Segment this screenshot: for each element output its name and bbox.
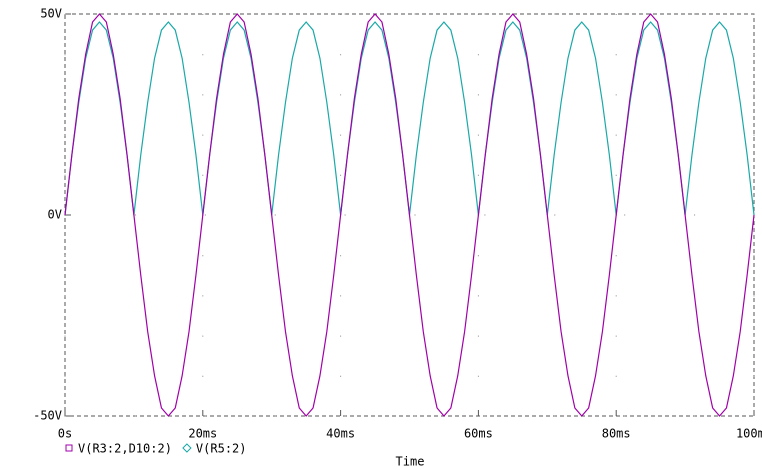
legend-label: V(R3:2,D10:2) <box>78 442 172 456</box>
x-tick-label: 0s <box>58 427 72 441</box>
x-tick-label: 60ms <box>464 427 493 441</box>
y-tick-label: 0V <box>48 208 62 222</box>
series-line <box>64 13 755 417</box>
x-tick-label: 100ms <box>736 427 762 441</box>
x-axis-label: Time <box>396 455 425 469</box>
legend-marker <box>182 443 192 453</box>
y-tick-label: 50V <box>40 7 62 21</box>
y-tick-label: -50V <box>33 409 62 423</box>
legend-marker <box>65 444 73 452</box>
x-tick-label: 40ms <box>326 427 355 441</box>
series-line <box>64 21 755 216</box>
legend-label: V(R5:2) <box>196 442 247 456</box>
x-tick-label: 20ms <box>188 427 217 441</box>
x-tick-label: 80ms <box>602 427 631 441</box>
